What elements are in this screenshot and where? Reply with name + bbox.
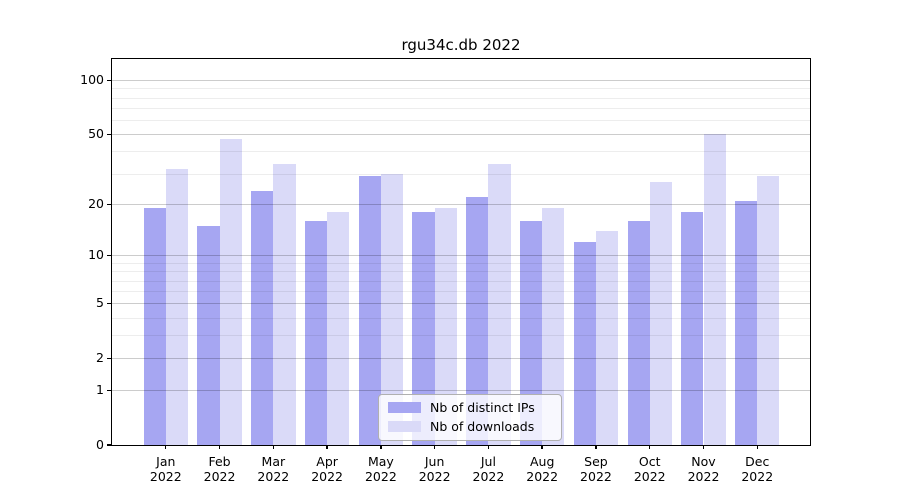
chart-title: rgu34c.db 2022 xyxy=(401,36,521,54)
x-tick-label: May 2022 xyxy=(364,454,397,484)
x-tick-label: Jan 2022 xyxy=(149,454,182,484)
y-tick-mark xyxy=(107,254,112,257)
x-tick-mark xyxy=(218,445,221,449)
y-tick-mark xyxy=(107,389,112,391)
y-tick-mark xyxy=(107,444,112,446)
x-tick-label: Apr 2022 xyxy=(311,454,344,484)
bar-downloads xyxy=(488,163,511,445)
gridline-minor xyxy=(112,120,810,121)
bar-distinct-ips xyxy=(304,221,328,445)
gridline-minor xyxy=(112,97,810,99)
legend-item: Nb of downloads xyxy=(388,419,552,434)
y-tick-mark xyxy=(107,79,112,81)
gridline-major xyxy=(112,358,810,360)
bars-layer xyxy=(112,59,810,445)
x-tick-label: Jul 2022 xyxy=(472,454,505,484)
gridline-major xyxy=(112,134,810,136)
x-tick-mark xyxy=(487,445,490,449)
gridline-minor xyxy=(112,280,810,282)
bar-downloads xyxy=(542,208,565,445)
bar-downloads xyxy=(595,230,619,445)
x-tick-label: Oct 2022 xyxy=(633,454,666,484)
bar-distinct-ips xyxy=(681,212,704,445)
legend: Nb of distinct IPs Nb of downloads xyxy=(378,394,562,441)
x-tick-label: Sep 2022 xyxy=(580,454,612,484)
y-tick-mark xyxy=(107,133,112,135)
bar-downloads xyxy=(649,181,672,445)
gridline-major xyxy=(112,204,810,206)
bar-distinct-ips xyxy=(197,225,220,445)
y-tick-label: 1 xyxy=(96,381,104,397)
bar-distinct-ips xyxy=(412,212,435,445)
gridline-minor xyxy=(112,335,810,337)
x-tick-mark xyxy=(595,445,597,449)
gridline-minor xyxy=(112,108,810,109)
x-tick-mark xyxy=(380,445,382,449)
bar-distinct-ips xyxy=(251,190,274,445)
y-tick-mark xyxy=(107,357,112,359)
plot-area: Jan 2022 Feb 2022 Mar 2022 Apr 2022 May 2022 Jun 20… xyxy=(80,58,811,484)
bar-distinct-ips xyxy=(573,242,596,445)
x-tick-mark xyxy=(326,445,328,449)
y-tick-label: 5 xyxy=(96,294,104,310)
x-tick-mark xyxy=(433,445,436,449)
legend-label: Nb of downloads xyxy=(430,419,535,434)
x-tick-label: Aug 2022 xyxy=(526,454,559,484)
gridline-minor xyxy=(112,291,810,293)
axis-layer: Jan 2022 Feb 2022 Mar 2022 Apr 2022 May 2022 Jun 20… xyxy=(80,59,810,484)
x-tick-label: Jun 2022 xyxy=(418,454,451,484)
bar-downloads xyxy=(380,173,404,445)
x-tick-label: Feb 2022 xyxy=(203,454,236,484)
x-tick-label: Nov 2022 xyxy=(687,454,720,484)
y-tick-mark xyxy=(107,302,112,305)
bar-downloads xyxy=(165,168,188,445)
bar-downloads xyxy=(703,134,726,445)
x-tick-mark xyxy=(702,445,705,449)
y-tick-label: 50 xyxy=(88,125,104,141)
gridline-major xyxy=(112,303,810,305)
x-tick-mark xyxy=(272,445,275,449)
gridline-minor xyxy=(112,263,810,264)
bar-distinct-ips xyxy=(735,200,758,445)
bar-distinct-ips xyxy=(466,197,489,445)
x-tick-mark xyxy=(165,445,167,449)
gridline-minor xyxy=(112,271,810,273)
grid-layer xyxy=(112,59,810,445)
gridline-major xyxy=(112,255,810,257)
gridline-minor xyxy=(112,151,810,153)
gridline-minor xyxy=(112,88,810,90)
bar-downloads xyxy=(273,163,296,445)
y-tick-label: 10 xyxy=(88,246,104,262)
x-tick-label: Mar 2022 xyxy=(257,454,290,484)
x-tick-mark xyxy=(649,445,651,449)
bar-distinct-ips xyxy=(519,221,543,445)
bar-downloads xyxy=(434,208,457,445)
gridline-minor xyxy=(112,317,810,319)
y-tick-label: 0 xyxy=(96,436,104,452)
x-tick-label: Dec 2022 xyxy=(741,454,774,484)
bar-distinct-ips xyxy=(627,221,650,445)
legend-label: Nb of distinct IPs xyxy=(430,400,535,415)
gridline-major xyxy=(112,80,810,82)
bar-downloads xyxy=(757,176,780,445)
bar-downloads xyxy=(219,139,242,445)
y-tick-mark xyxy=(107,203,112,205)
x-tick-mark xyxy=(541,445,543,449)
y-tick-label: 2 xyxy=(96,349,104,365)
legend-swatch-distinct-ips xyxy=(388,402,421,413)
bar-distinct-ips xyxy=(143,208,166,445)
x-tick-mark xyxy=(756,445,758,449)
legend-item: Nb of distinct IPs xyxy=(388,400,552,415)
gridline-major xyxy=(112,390,810,392)
legend-swatch-downloads xyxy=(388,421,421,432)
bar-downloads xyxy=(327,212,350,445)
y-tick-label: 20 xyxy=(88,195,104,211)
y-tick-label: 100 xyxy=(80,71,104,87)
bar-distinct-ips xyxy=(358,176,381,445)
gridline-minor xyxy=(112,173,810,175)
